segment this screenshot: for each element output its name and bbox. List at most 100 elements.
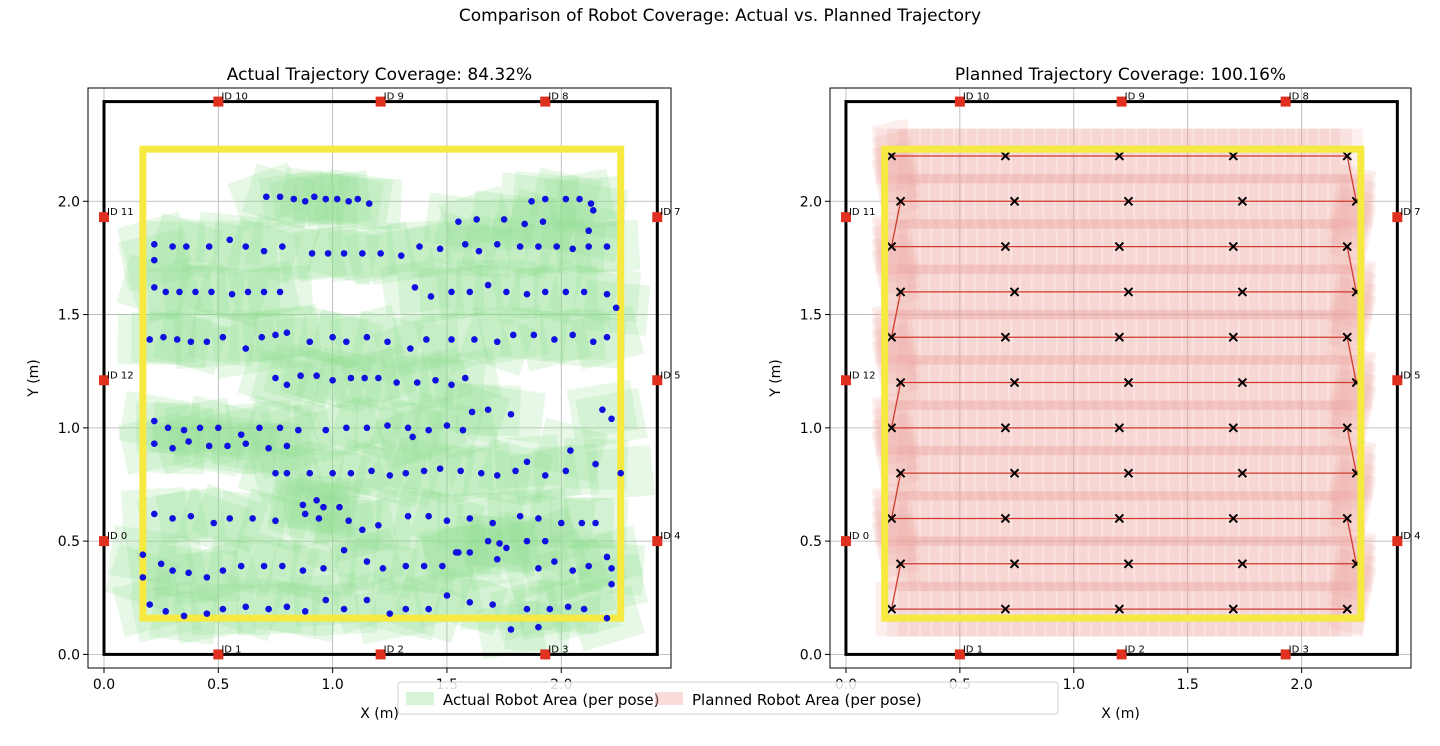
actual-pose-point [242,603,250,611]
actual-pose-point [265,605,272,613]
actual-pose-point [180,426,188,434]
actual-pose-point [404,512,412,520]
actual-pose-point [343,338,350,346]
actual-pose-point [411,284,419,291]
x-tick-label: 1.0 [1063,677,1085,693]
actual-pose-point [265,444,272,452]
actual-pose-point [512,467,519,475]
actual-pose-point [347,469,355,477]
aruco-marker [375,96,386,107]
actual-pose-point [530,331,538,339]
actual-pose-point [279,562,286,570]
actual-pose-point [237,431,245,438]
actual-pose-point [603,243,611,250]
actual-pose-point [260,247,268,255]
actual-pose-point [461,374,469,382]
actual-pose-point [455,218,462,225]
waypoint-marker [1114,513,1125,524]
actual-pose-point [295,426,302,434]
actual-pose-point [553,243,560,250]
actual-pose-point [425,605,432,613]
aruco-marker [99,212,110,223]
actual-pose-point [507,626,515,633]
actual-pose-point [242,440,250,448]
actual-pose-point [608,565,615,572]
actual-pose-point [224,442,231,450]
actual-pose-point [608,580,615,588]
actual-pose-point [276,288,284,296]
actual-pose-point [329,333,336,341]
aruco-marker [1392,536,1403,547]
actual-pose-point [299,567,307,574]
actual-pose-point [484,406,492,414]
actual-pose-point [320,565,327,572]
actual-pose-point [535,623,542,631]
actual-pose-point [562,195,570,203]
actual-pose-point [215,424,222,432]
actual-pose-point [260,288,268,296]
marker-label: ID 12 [849,370,876,381]
actual-pose-point [272,331,279,339]
actual-pose-point [516,512,524,520]
actual-pose-point [185,569,192,577]
x-tick-label: 1.5 [1177,677,1199,693]
marker-label: ID 2 [384,644,404,655]
actual-pose-point [592,519,599,527]
marker-label: ID 12 [107,370,134,381]
actual-pose-point [205,442,213,450]
waypoint-marker [895,559,906,569]
actual-pose-point [420,562,428,570]
waypoint-marker [1114,151,1125,161]
waypoint-marker [1009,196,1020,206]
actual-pose-point [377,250,384,257]
actual-pose-point [443,592,451,599]
actual-pose-point [151,241,158,248]
y-tick-label: 2.0 [800,194,822,210]
aruco-marker [1280,96,1291,107]
actual-pose-point [379,565,387,572]
actual-pose-point [329,469,336,477]
actual-pose-point [599,406,606,414]
waypoint-marker [886,241,897,252]
actual-pose-point [475,247,483,255]
actual-pose-point [484,281,492,289]
actual-pose-point [551,336,558,343]
aruco-marker [213,649,224,660]
actual-pose-point [322,195,330,203]
actual-pose-point [466,515,474,522]
actual-pose-point [363,333,371,341]
actual-pose-point [324,250,332,257]
actual-pose-point [541,288,549,296]
actual-pose-point [402,605,410,613]
actual-pose-point [468,408,476,416]
actual-pose-point [283,442,291,450]
aruco-marker [1392,212,1403,223]
x-axis-label: X (m) [360,706,399,722]
actual-pose-point [617,469,625,477]
actual-pose-point [423,336,430,343]
actual-pose-point [557,519,565,527]
actual-pose-point [564,603,572,611]
actual-pose-point [562,288,570,296]
waypoint-marker [1000,332,1011,342]
aruco-marker [540,96,551,107]
actual-pose-point [237,562,245,570]
actual-pose-point [306,338,314,346]
actual-pose-point [258,333,266,341]
y-tick-label: 1.5 [58,308,80,324]
actual-pose-point [301,197,309,205]
actual-pose-point [219,567,227,574]
actual-pose-point [343,424,350,432]
waypoint-marker [886,151,897,161]
waypoint-marker [1000,241,1011,252]
aruco-marker [99,536,110,547]
actual-pose-point [589,207,597,214]
marker-label: ID 0 [107,531,127,542]
actual-pose-point [459,426,467,434]
actual-pose-point [151,256,158,264]
actual-pose-point [541,537,549,545]
actual-pose-point [569,331,576,339]
actual-pose-point [345,517,352,525]
actual-pose-point [580,288,588,296]
actual-pose-point [477,469,485,477]
